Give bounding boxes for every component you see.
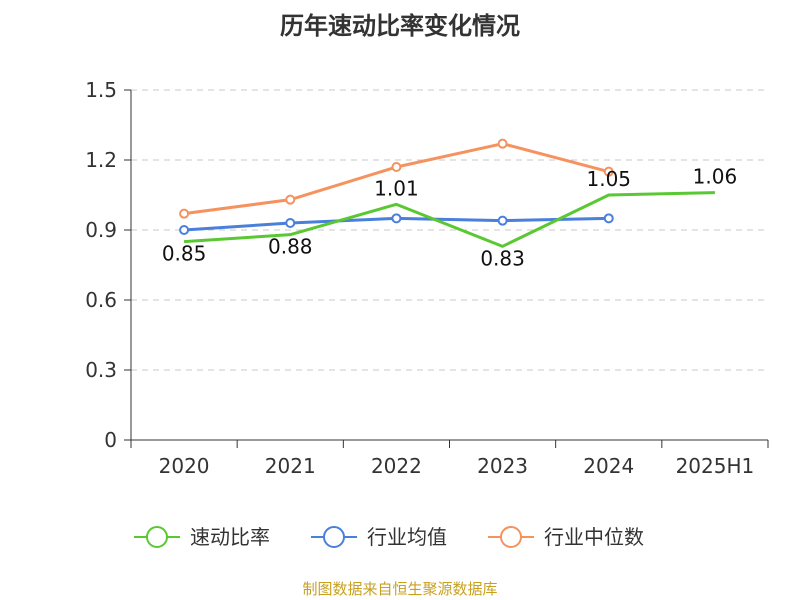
legend-label: 行业均值	[367, 525, 447, 549]
data-label: 1.01	[374, 176, 419, 200]
x-tick-label: 2025H1	[676, 454, 755, 478]
legend-item[interactable]: 行业均值	[311, 525, 447, 549]
legend-label: 行业中位数	[544, 525, 644, 549]
y-tick-label: 0.9	[85, 218, 117, 242]
data-label: 0.85	[162, 242, 207, 266]
y-tick-label: 0	[104, 428, 117, 452]
data-label: 1.06	[693, 165, 738, 189]
data-point	[497, 215, 508, 226]
legend-marker	[323, 526, 345, 548]
data-point	[179, 208, 190, 219]
y-tick-label: 1.5	[85, 78, 117, 102]
data-point	[497, 138, 508, 149]
data-point	[603, 166, 614, 177]
legend-label: 速动比率	[190, 525, 270, 549]
data-point	[603, 213, 614, 224]
legend-item[interactable]: 行业中位数	[488, 525, 644, 549]
series-lines	[179, 138, 715, 248]
data-point	[391, 162, 402, 172]
series-line-0	[183, 191, 715, 248]
chart-title: 历年速动比率变化情况	[280, 12, 520, 40]
y-tick-label: 0.6	[85, 288, 117, 312]
data-label: 0.83	[480, 246, 525, 270]
y-tick-label: 1.2	[85, 148, 117, 172]
x-tick-label: 2023	[477, 454, 528, 478]
legend-marker	[146, 526, 168, 548]
legend: 速动比率 行业均值 行业中位数	[134, 525, 644, 549]
data-label: 0.88	[268, 235, 313, 259]
x-tick-label: 2024	[583, 454, 634, 478]
legend-item[interactable]: 速动比率	[134, 525, 270, 549]
x-tick-label: 2022	[371, 454, 422, 478]
data-label: 1.05	[586, 167, 631, 191]
data-point	[285, 194, 296, 205]
legend-marker	[500, 526, 522, 548]
x-tick-label: 2021	[265, 454, 316, 478]
source-note: 制图数据来自恒生聚源数据库	[302, 580, 498, 598]
data-point	[285, 218, 296, 228]
axes: 0 0.3 0.6 0.9 1.2 1.5 2020 2021 2022 2023 2024 2025…	[85, 78, 769, 478]
data-point	[391, 213, 402, 224]
data-labels: 0.85 0.88 1.01 0.83 1.05 1.06	[162, 165, 737, 271]
y-tick-label: 0.3	[85, 358, 117, 382]
x-tick-label: 2020	[159, 454, 210, 478]
data-point	[179, 225, 190, 235]
gridlines	[131, 89, 768, 371]
